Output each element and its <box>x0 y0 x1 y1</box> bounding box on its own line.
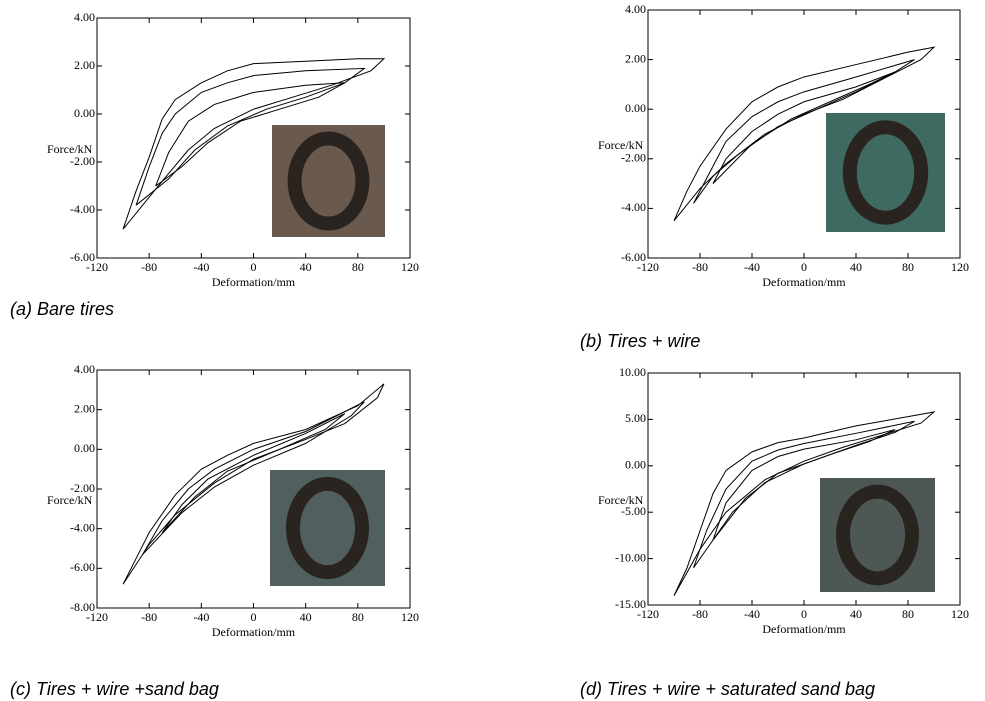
y-tick-label: 0.00 <box>74 106 95 120</box>
photo-tire <box>836 484 919 586</box>
x-tick-label: -80 <box>141 260 157 274</box>
x-tick-label: 0 <box>801 260 807 274</box>
x-tick-label: -80 <box>692 260 708 274</box>
hysteresis-line <box>161 413 346 533</box>
y-tick-label: 2.00 <box>74 58 95 72</box>
y-tick-label: -2.00 <box>70 154 95 168</box>
y-tick-label: 0.00 <box>625 101 646 115</box>
x-tick-label: 80 <box>902 607 914 621</box>
x-tick-label: 120 <box>951 260 969 274</box>
x-axis-label: Deformation/mm <box>212 625 296 639</box>
y-axis-label: Force/kN <box>598 493 644 507</box>
y-tick-label: -6.00 <box>621 250 646 264</box>
y-tick-label: -4.00 <box>70 520 95 534</box>
x-tick-label: 120 <box>951 607 969 621</box>
x-tick-label: 40 <box>300 610 312 624</box>
x-tick-label: 0 <box>801 607 807 621</box>
y-tick-label: -10.00 <box>615 550 646 564</box>
y-tick-label: -4.00 <box>621 200 646 214</box>
caption: (d) Tires + wire + saturated sand bag <box>580 679 875 699</box>
y-tick-label: 0.00 <box>74 441 95 455</box>
x-tick-label: -40 <box>193 610 209 624</box>
x-tick-label: 40 <box>300 260 312 274</box>
y-tick-label: -2.00 <box>621 151 646 165</box>
x-tick-label: 0 <box>251 260 257 274</box>
y-tick-label: -2.00 <box>70 481 95 495</box>
x-axis-label: Deformation/mm <box>762 622 846 636</box>
x-tick-label: -80 <box>692 607 708 621</box>
y-tick-label: -8.00 <box>70 600 95 614</box>
y-tick-label: 2.00 <box>74 401 95 415</box>
y-tick-label: -4.00 <box>70 202 95 216</box>
x-tick-label: 40 <box>850 260 862 274</box>
y-axis-label: Force/kN <box>47 142 93 156</box>
x-tick-label: 0 <box>251 610 257 624</box>
y-tick-label: 2.00 <box>625 51 646 65</box>
hysteresis-line <box>712 71 896 184</box>
y-tick-label: 4.00 <box>74 10 95 24</box>
caption: (c) Tires + wire +sand bag <box>10 679 219 699</box>
hysteresis-line <box>712 429 896 541</box>
y-tick-label: -15.00 <box>615 597 646 611</box>
hysteresis-line <box>693 420 915 569</box>
x-tick-label: 120 <box>401 260 419 274</box>
y-tick-label: -5.00 <box>621 504 646 518</box>
caption: (a) Bare tires <box>10 299 114 319</box>
y-tick-label: 4.00 <box>625 2 646 16</box>
x-tick-label: 80 <box>352 260 364 274</box>
x-tick-label: 120 <box>401 610 419 624</box>
hysteresis-line <box>155 82 346 187</box>
x-tick-label: -120 <box>86 260 108 274</box>
photo-tire <box>287 131 370 231</box>
hysteresis-line <box>122 58 386 230</box>
x-tick-label: -40 <box>193 260 209 274</box>
x-tick-label: -40 <box>744 260 760 274</box>
hysteresis-line <box>142 401 365 555</box>
x-tick-label: 40 <box>850 607 862 621</box>
y-axis-label: Force/kN <box>47 493 93 507</box>
y-tick-label: 10.00 <box>619 365 646 379</box>
x-tick-label: 80 <box>902 260 914 274</box>
photo-tire <box>842 120 929 225</box>
hysteresis-line <box>135 67 366 206</box>
y-axis-label: Force/kN <box>598 138 644 152</box>
x-tick-label: -120 <box>637 607 659 621</box>
y-tick-label: -6.00 <box>70 560 95 574</box>
x-tick-label: -120 <box>637 260 659 274</box>
caption: (b) Tires + wire <box>580 331 700 351</box>
y-tick-label: -6.00 <box>70 250 95 264</box>
y-tick-label: 4.00 <box>74 362 95 376</box>
x-axis-label: Deformation/mm <box>762 275 846 289</box>
hysteresis-line <box>693 59 915 204</box>
y-tick-label: 5.00 <box>625 411 646 425</box>
hysteresis-line <box>673 46 936 222</box>
hysteresis-line <box>673 411 936 596</box>
y-tick-label: 0.00 <box>625 458 646 472</box>
hysteresis-line <box>122 383 385 585</box>
x-tick-label: -120 <box>86 610 108 624</box>
x-tick-label: 80 <box>352 610 364 624</box>
x-tick-label: -80 <box>141 610 157 624</box>
x-axis-label: Deformation/mm <box>212 275 296 289</box>
x-tick-label: -40 <box>744 607 760 621</box>
photo-tire <box>286 476 369 580</box>
